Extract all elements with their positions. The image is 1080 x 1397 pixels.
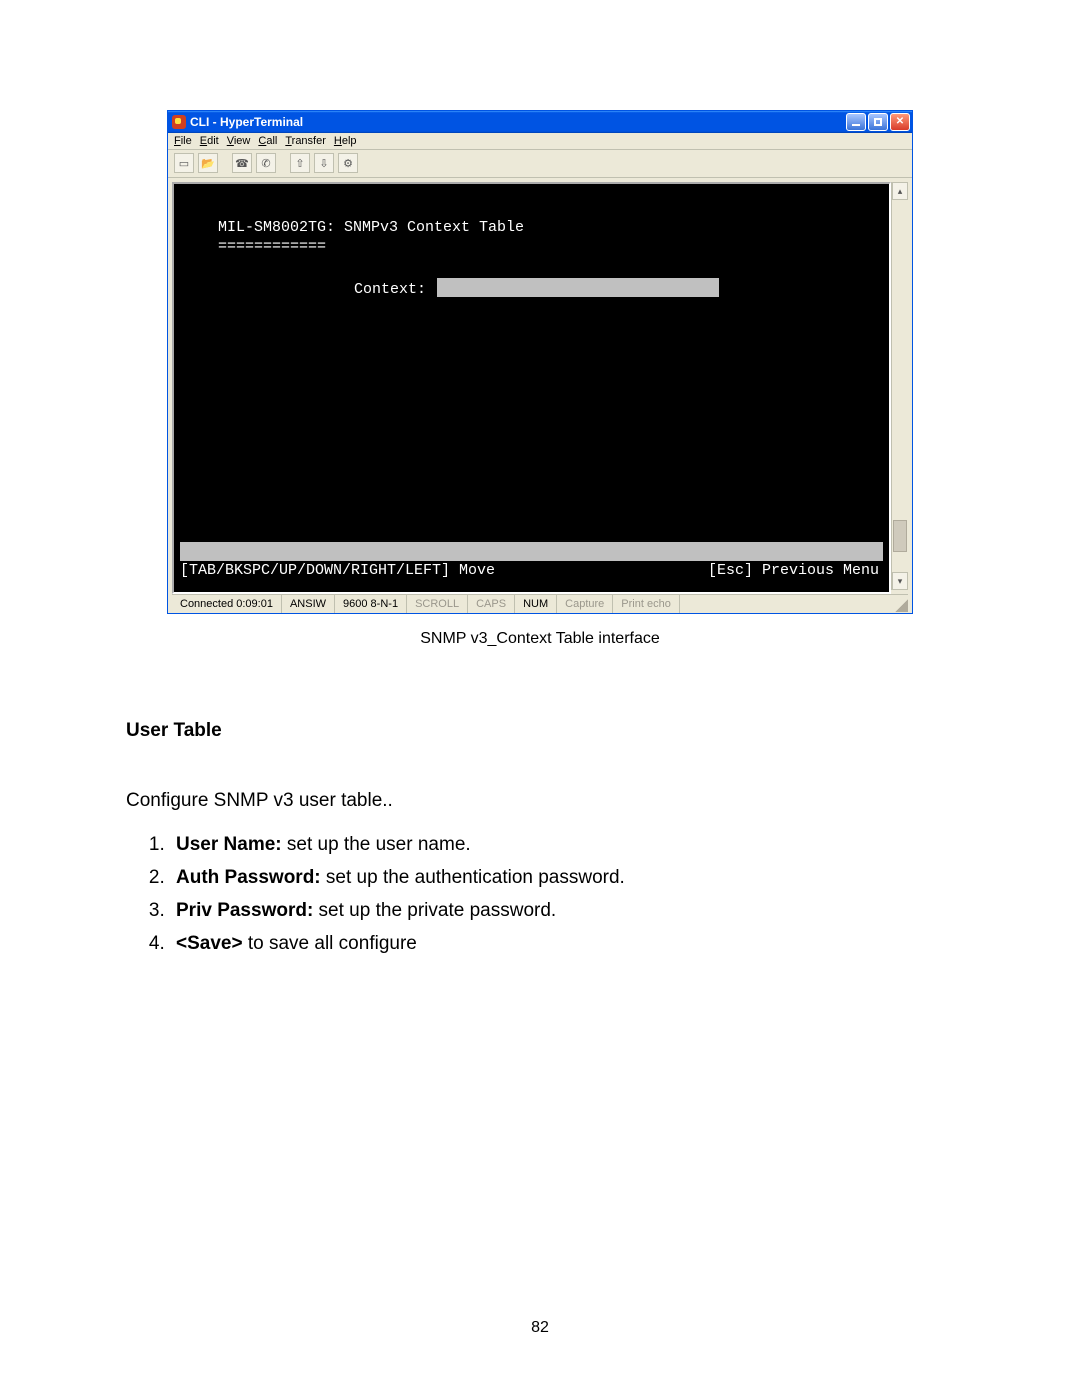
menu-edit[interactable]: Edit — [200, 135, 219, 147]
minimize-button[interactable] — [846, 113, 866, 131]
client-area: MIL-SM8002TG: SNMPv3 Context Table =====… — [168, 178, 912, 613]
window-title: CLI - HyperTerminal — [190, 115, 303, 129]
scroll-up-button[interactable]: ▴ — [892, 182, 908, 200]
status-cell: Print echo — [613, 595, 680, 613]
list-item: Priv Password: set up the private passwo… — [170, 894, 954, 927]
section-heading: User Table — [126, 720, 954, 742]
menu-transfer[interactable]: Transfer — [285, 135, 326, 147]
step-desc: set up the private password. — [313, 900, 556, 921]
receive-icon[interactable]: ⇩ — [314, 153, 334, 173]
step-term: User Name: — [176, 834, 282, 855]
list-item: Auth Password: set up the authentication… — [170, 861, 954, 894]
menu-help[interactable]: Help — [334, 135, 357, 147]
app-icon — [172, 115, 186, 129]
status-cell: ANSIW — [282, 595, 335, 613]
list-item: <Save> to save all configure — [170, 927, 954, 960]
context-label: Context: — [354, 280, 426, 299]
properties-icon[interactable]: ⚙ — [338, 153, 358, 173]
menu-call[interactable]: Call — [258, 135, 277, 147]
step-desc: to save all configure — [243, 933, 417, 954]
terminal-frame: MIL-SM8002TG: SNMPv3 Context Table =====… — [172, 182, 891, 594]
step-term: <Save> — [176, 933, 243, 954]
scroll-track[interactable] — [892, 200, 908, 572]
step-term: Auth Password: — [176, 867, 321, 888]
terminal-underline: ============ — [218, 237, 326, 256]
document-page: CLI - HyperTerminal File Edit View Call Tran… — [0, 0, 1080, 1397]
status-cell: Connected 0:09:01 — [172, 595, 282, 613]
hyperterminal-window: CLI - HyperTerminal File Edit View Call Tran… — [167, 110, 913, 614]
terminal-heading: MIL-SM8002TG: SNMPv3 Context Table — [218, 218, 524, 237]
vertical-scrollbar[interactable]: ▴ ▾ — [891, 182, 908, 590]
menu-file[interactable]: File — [174, 135, 192, 147]
scroll-down-button[interactable]: ▾ — [892, 572, 908, 590]
statusbar: Connected 0:09:01ANSIW9600 8-N-1SCROLLCA… — [172, 594, 908, 613]
open-folder-icon[interactable]: 📂 — [198, 153, 218, 173]
list-item: User Name: set up the user name. — [170, 828, 954, 861]
hint-move: [TAB/BKSPC/UP/DOWN/RIGHT/LEFT] Move — [180, 561, 495, 580]
status-cell: Capture — [557, 595, 613, 613]
new-file-icon[interactable]: ▭ — [174, 153, 194, 173]
terminal: MIL-SM8002TG: SNMPv3 Context Table =====… — [174, 184, 889, 592]
steps-list: User Name: set up the user name.Auth Pas… — [126, 828, 954, 961]
menubar: File Edit View Call Transfer Help — [168, 133, 912, 150]
figure-caption: SNMP v3_Context Table interface — [126, 630, 954, 648]
page-number: 82 — [0, 1319, 1080, 1337]
step-desc: set up the user name. — [282, 834, 471, 855]
context-input[interactable] — [437, 278, 719, 297]
terminal-hints: [TAB/BKSPC/UP/DOWN/RIGHT/LEFT] Move [Esc… — [180, 561, 883, 580]
phone-icon[interactable]: ☎ — [232, 153, 252, 173]
toolbar: ▭📂 ☎✆ ⇧⇩⚙ — [168, 150, 912, 178]
step-term: Priv Password: — [176, 900, 313, 921]
send-icon[interactable]: ⇧ — [290, 153, 310, 173]
resize-grip-icon[interactable] — [892, 596, 908, 612]
status-cell: SCROLL — [407, 595, 468, 613]
hint-esc: [Esc] Previous Menu — [708, 561, 879, 580]
step-desc: set up the authentication password. — [321, 867, 625, 888]
window-controls — [846, 113, 910, 131]
status-cell: NUM — [515, 595, 557, 613]
intro-paragraph: Configure SNMP v3 user table.. — [126, 788, 954, 814]
titlebar: CLI - HyperTerminal — [168, 111, 912, 133]
close-button[interactable] — [890, 113, 910, 131]
menu-view[interactable]: View — [227, 135, 251, 147]
scroll-thumb[interactable] — [893, 520, 907, 552]
phone-hangup-icon[interactable]: ✆ — [256, 153, 276, 173]
status-cell: 9600 8-N-1 — [335, 595, 407, 613]
maximize-button[interactable] — [868, 113, 888, 131]
status-cell: CAPS — [468, 595, 515, 613]
terminal-banner: Configure the Context Table. — [180, 542, 883, 561]
